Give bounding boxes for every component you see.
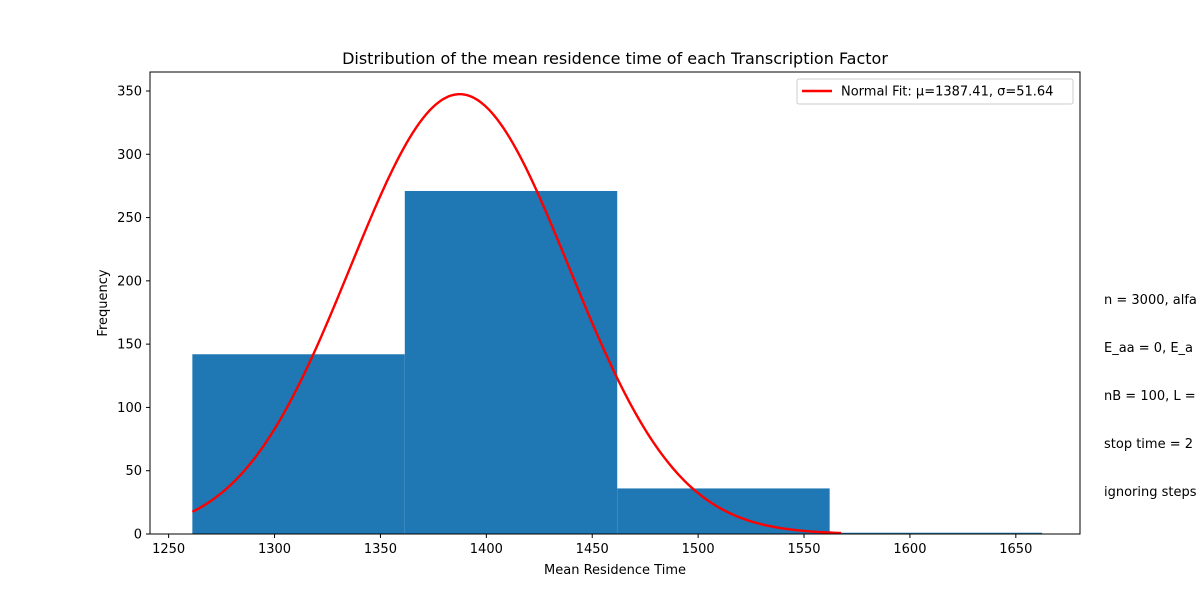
y-tick-label: 250 <box>117 211 142 226</box>
parameter-annotation: n = 3000, alfa E_aa = 0, E_a nB = 100, L… <box>1104 261 1197 517</box>
y-tick-label: 200 <box>117 274 142 289</box>
legend: Normal Fit: μ=1387.41, σ=51.64 <box>796 78 1074 105</box>
y-tick-label: 150 <box>117 338 142 353</box>
normal-fit-curve <box>191 92 842 535</box>
x-tick-label: 1450 <box>576 542 609 557</box>
x-tick-label: 1500 <box>682 542 715 557</box>
y-tick-label: 0 <box>134 528 142 543</box>
y-tick-label: 350 <box>117 84 142 99</box>
y-tick-label: 100 <box>117 401 142 416</box>
annotation-line: nB = 100, L = <box>1104 389 1196 404</box>
histogram-bar-4 <box>829 532 1043 534</box>
y-axis-label: Frequency <box>96 269 111 336</box>
plot-frame <box>149 71 1081 535</box>
x-tick-label: 1350 <box>364 542 397 557</box>
legend-box <box>796 78 1074 105</box>
y-tick-label: 50 <box>125 464 142 479</box>
histogram-bar-2 <box>404 190 618 534</box>
annotation-line: stop time = 2 <box>1104 437 1194 452</box>
x-tick-label: 1250 <box>152 542 185 557</box>
x-tick-label: 1550 <box>787 542 820 557</box>
legend-label: Normal Fit: μ=1387.41, σ=51.64 <box>841 85 1053 100</box>
annotation-line: ignoring steps <box>1104 485 1197 500</box>
y-tick-label: 300 <box>117 148 142 163</box>
annotation-line: E_aa = 0, E_a <box>1104 341 1194 356</box>
x-axis-label: Mean Residence Time <box>544 563 686 578</box>
x-tick-label: 1300 <box>258 542 291 557</box>
chart-title: Distribution of the mean residence time … <box>342 49 888 68</box>
x-tick-label: 1600 <box>893 542 926 557</box>
histogram-bar-1 <box>192 354 405 534</box>
annotation-line: n = 3000, alfa <box>1104 293 1197 308</box>
x-tick-label: 1650 <box>999 542 1032 557</box>
x-tick-label: 1400 <box>470 542 503 557</box>
